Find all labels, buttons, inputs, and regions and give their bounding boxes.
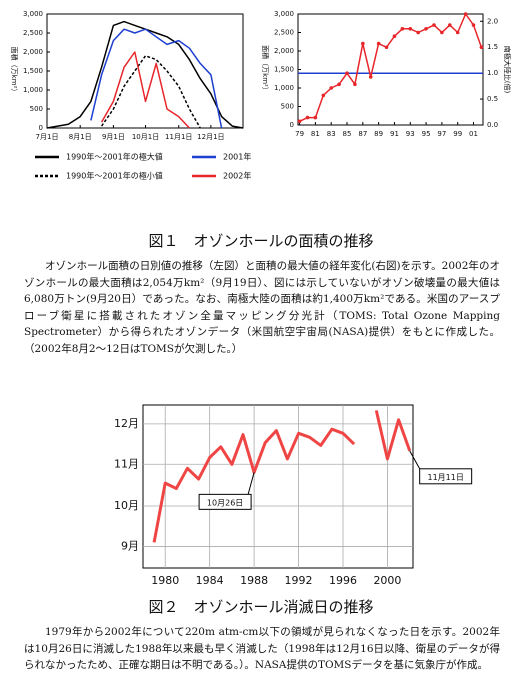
x-tick-label: 12月1日: [197, 133, 224, 141]
y-tick-label: 12月: [114, 417, 139, 430]
data-point: [479, 45, 484, 50]
y-tick-label: 1,500: [274, 66, 294, 74]
data-line: [100, 51, 190, 129]
figure-caption: 図１ オゾンホールの面積の推移: [148, 232, 374, 250]
y2-tick-label: 1.0: [487, 69, 498, 77]
figure-text: 1979年から2002年について220m atm-cm以下の領域が見られなくなっ…: [24, 626, 500, 671]
y2-tick-label: 2.0: [487, 17, 498, 25]
data-point: [361, 41, 365, 46]
y2-axis-label: 南極大陸比(倍): [503, 46, 512, 94]
annotation-pointer: [247, 472, 255, 495]
x-tick-label: 81: [311, 130, 320, 138]
x-tick-label: 95: [422, 130, 431, 138]
x-tick-label: 93: [406, 130, 415, 138]
y2-tick-label: 1.5: [487, 43, 498, 51]
data-point: [337, 82, 341, 87]
x-tick-label: 8月1日: [69, 133, 92, 141]
x-tick-label: 1992: [285, 574, 313, 587]
annotation-pointer: [409, 450, 421, 470]
y-tick-label: 2,000: [23, 48, 43, 56]
data-point: [424, 27, 428, 31]
y-tick-label: 1,500: [23, 67, 43, 75]
x-tick-label: 01: [469, 130, 478, 138]
annotation-label: 10月26日: [207, 498, 243, 507]
y-tick-label: 10月: [114, 499, 139, 512]
figure-text: オゾンホール面積の日別値の推移（左図）と面積の最大値の経年変化(右図)を示す。2…: [24, 260, 500, 355]
y-tick-label: 1,000: [274, 84, 294, 92]
x-tick-label: 2000: [373, 574, 401, 587]
x-tick-label: 1984: [196, 574, 224, 587]
y-axis-label: 面積（万km²）: [261, 45, 270, 94]
y-tick-label: 0: [290, 121, 294, 129]
plot-frame: [142, 404, 414, 569]
data-point: [432, 23, 436, 27]
data-line: [46, 20, 244, 129]
y-tick-label: 1,000: [23, 86, 43, 94]
y-tick-label: 500: [30, 105, 43, 113]
y-axis-label: 面積（万km²）: [10, 47, 19, 96]
annotation-box: [198, 493, 252, 510]
figure-caption: 図２ オゾンホール消滅日の推移: [148, 598, 374, 616]
y-tick-label: 2,500: [274, 29, 294, 37]
plot-frame: [46, 13, 244, 129]
x-tick-label: 83: [327, 130, 336, 138]
data-point: [313, 115, 318, 120]
y-tick-label: 11月: [114, 457, 139, 470]
data-point: [392, 34, 397, 38]
data-line: [299, 13, 483, 122]
data-line: [90, 28, 223, 129]
data-point: [416, 30, 420, 35]
annotation-label: 11月11日: [427, 473, 463, 482]
legend-label: 1990年〜2001年の極大値: [66, 152, 163, 162]
legend-label: 1990年〜2001年の極小値: [66, 171, 163, 181]
data-point: [447, 23, 452, 27]
y2-tick-label: 0.5: [487, 95, 498, 103]
x-tick-label: 9月1日: [102, 133, 125, 141]
y2-tick-label: 0.0: [487, 121, 498, 129]
data-point: [321, 93, 326, 98]
x-tick-label: 7月1日: [36, 133, 59, 141]
data-line: [152, 410, 412, 543]
annotation-box: [419, 468, 473, 485]
y-tick-label: 2,000: [274, 47, 294, 55]
data-point: [305, 115, 310, 120]
data-point: [463, 12, 468, 16]
y-tick-label: 9月: [121, 539, 139, 552]
x-tick-label: 10月1日: [132, 133, 159, 141]
x-tick-label: 87: [358, 130, 367, 138]
x-tick-label: 99: [453, 130, 462, 138]
x-tick-label: 97: [437, 130, 446, 138]
data-point: [329, 86, 334, 90]
data-point: [455, 30, 460, 35]
x-tick-label: 11月1日: [165, 133, 192, 141]
x-tick-label: 79: [295, 130, 304, 138]
y-tick-label: 2,500: [23, 29, 43, 37]
y-tick-label: 3,000: [23, 10, 43, 18]
y-tick-label: 500: [281, 103, 294, 111]
y-tick-label: 0: [39, 124, 43, 132]
y-tick-label: 3,000: [274, 10, 294, 18]
data-line: [100, 55, 201, 129]
data-point: [376, 41, 381, 46]
x-tick-label: 1988: [240, 574, 268, 587]
data-point: [400, 27, 405, 31]
legend-label: 2001年: [223, 152, 251, 162]
data-point: [353, 82, 357, 87]
x-tick-label: 1980: [151, 574, 179, 587]
data-point: [297, 119, 302, 124]
data-point: [471, 23, 476, 27]
legend-label: 2002年: [223, 171, 251, 181]
data-point: [368, 75, 373, 79]
data-point: [408, 27, 413, 31]
x-tick-label: 89: [374, 130, 383, 138]
data-point: [440, 30, 444, 35]
x-tick-label: 85: [343, 130, 352, 138]
x-tick-label: 1996: [329, 574, 357, 587]
x-tick-label: 91: [390, 130, 399, 138]
data-point: [345, 71, 349, 75]
data-point: [384, 45, 389, 50]
